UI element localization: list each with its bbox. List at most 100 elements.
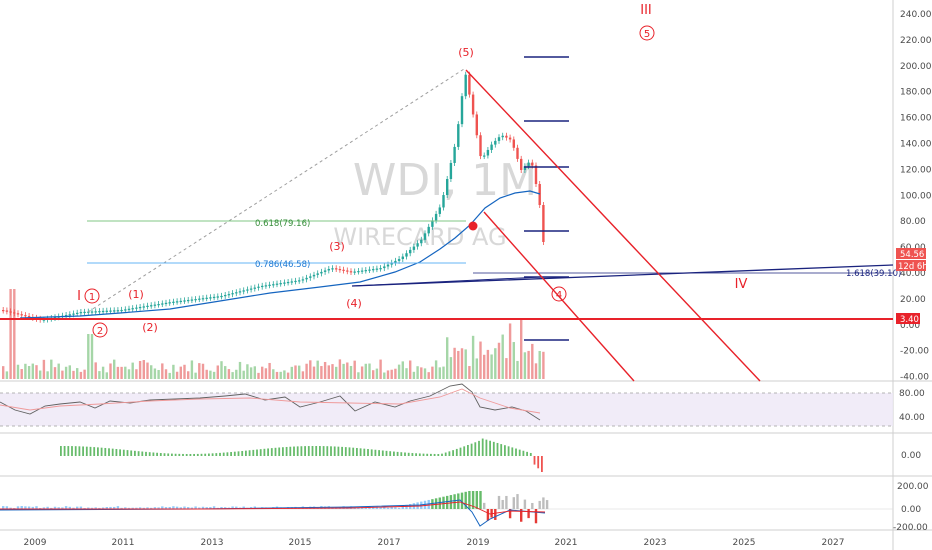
wave-p5-label: (5) — [458, 46, 474, 59]
candle-body — [113, 310, 116, 312]
candle-body — [312, 274, 316, 277]
candle-body — [194, 299, 197, 301]
macd-bar — [5, 506, 9, 509]
candle-body — [342, 269, 345, 271]
volume-bar — [238, 361, 242, 379]
volume-bar — [39, 370, 42, 379]
candle-body — [161, 303, 164, 305]
macd-bar — [198, 507, 201, 509]
volume-bar — [460, 348, 464, 379]
countdown-label: 12d 6h — [898, 262, 928, 272]
volume-bar — [335, 366, 338, 379]
candle-body — [9, 311, 12, 313]
macd-bar — [446, 495, 449, 509]
fib-ext-label: 1.618(39.10) — [846, 269, 901, 279]
candle-body — [16, 313, 20, 315]
macd-bar — [212, 506, 216, 509]
candle-body — [227, 294, 231, 296]
macd-bar — [538, 500, 541, 509]
time-axis[interactable]: 2009 2011 2013 2015 2017 2019 2021 2023 2025 2027 — [24, 538, 845, 548]
candle-body — [360, 270, 364, 272]
oscillator-bar — [182, 453, 184, 456]
volume-bar — [360, 366, 364, 379]
support-price-label: 3.40 — [900, 315, 919, 325]
volume-bar — [320, 366, 323, 379]
wave-5-circle — [639, 25, 655, 41]
volume-bar — [124, 366, 127, 379]
candle-body — [327, 268, 330, 271]
candle-body — [138, 306, 142, 309]
macd-bar — [187, 507, 190, 509]
volume-bar — [109, 363, 112, 379]
time-axis-label: 2017 — [378, 538, 401, 548]
oscillator-bar — [441, 453, 443, 456]
macd-bar — [190, 507, 194, 509]
candle-body — [2, 310, 5, 312]
volume-bar — [224, 366, 227, 379]
macd-bar — [109, 506, 112, 509]
wave-1-label: 1 — [89, 292, 95, 303]
price-axis[interactable]: 240.00 220.00 200.00 180.00 160.00 140.00 120.… — [900, 10, 932, 383]
candle-body — [483, 155, 486, 157]
volume-bar — [409, 360, 412, 379]
candle-body — [98, 311, 101, 313]
oscillator-bar — [322, 446, 325, 456]
candle-body — [416, 243, 419, 247]
rsi-pane — [0, 383, 893, 427]
oscillator-bar — [311, 446, 314, 456]
macd-bar — [153, 507, 157, 509]
oscillator-bar — [289, 446, 292, 456]
time-axis-label: 2025 — [733, 538, 756, 548]
macd-bar — [386, 507, 390, 509]
volume-bar — [305, 363, 308, 379]
volume-bar — [76, 368, 79, 379]
oscillator-bar — [156, 452, 158, 456]
oscillator-bar — [159, 453, 162, 456]
volume-bar — [523, 352, 527, 379]
volume-bar — [212, 371, 216, 379]
volume-bar — [253, 366, 256, 379]
macd-pane — [0, 490, 893, 527]
oscillator-bar — [444, 452, 447, 456]
volume-bar — [227, 369, 231, 379]
price-axis-label: -20.00 — [900, 347, 929, 357]
oscillator-bar — [348, 447, 351, 456]
volume-bar — [179, 366, 182, 379]
volume-bar — [246, 364, 249, 379]
macd-bar — [442, 496, 445, 509]
candle-body — [490, 144, 493, 150]
volume-bar — [298, 365, 301, 379]
oscillator-bar — [230, 452, 232, 456]
time-axis-label: 2013 — [201, 538, 224, 548]
oscillator-bar — [282, 447, 284, 456]
oscillator-bar — [511, 447, 514, 456]
volume-bar — [57, 363, 60, 379]
candle-body — [497, 137, 501, 141]
wave-p2-label: (2) — [142, 321, 158, 334]
candle-body — [146, 305, 149, 307]
candle-body — [331, 268, 334, 270]
oscillator-bar — [463, 446, 466, 456]
volume-bar — [505, 358, 508, 379]
volume-bar — [27, 366, 31, 379]
macd-bar — [545, 500, 549, 509]
macd-bar — [464, 491, 467, 509]
event-marker-icon[interactable] — [468, 221, 478, 231]
macd-bar — [523, 499, 527, 509]
oscillator-bar — [356, 447, 358, 456]
candle-body — [231, 293, 234, 295]
oscillator-bar — [504, 445, 506, 456]
volume-bar — [294, 365, 297, 379]
volume-bar — [135, 369, 138, 379]
candle-body — [101, 310, 105, 313]
macd-bar — [179, 507, 182, 509]
macd-bar — [113, 506, 116, 509]
volume-bars — [2, 289, 545, 379]
volume-bar — [35, 365, 38, 379]
candle-body — [397, 259, 401, 261]
candle-body — [401, 256, 404, 260]
volume-bar — [290, 366, 293, 379]
volume-bar — [183, 364, 186, 379]
candle-body — [242, 290, 245, 292]
